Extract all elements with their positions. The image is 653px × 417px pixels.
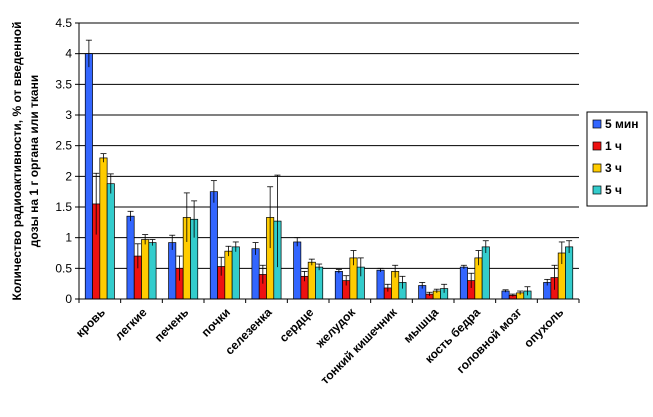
- y-tick-label: 0.5: [55, 261, 72, 275]
- bar: [168, 242, 177, 300]
- bar: [231, 246, 240, 300]
- bar: [84, 53, 93, 300]
- bar: [376, 269, 385, 300]
- legend-swatch: [592, 163, 602, 173]
- y-tick-label: 1: [65, 231, 72, 245]
- bar: [148, 242, 157, 300]
- y-axis-label-line-2: дозы на 1 г органа или ткани: [27, 75, 41, 247]
- gridlines: [79, 22, 579, 269]
- legend: 5 мин 1 ч 3 ч 5 ч: [586, 111, 648, 207]
- y-tick-label: 3.5: [55, 77, 72, 91]
- bar: [99, 157, 108, 300]
- y-tick-labels: 0 0.5 1 1.5 2 2.5 3 3.5 4 4.5: [55, 16, 79, 306]
- x-tick-label: сердце: [277, 305, 317, 345]
- y-tick-label: 1.5: [55, 200, 72, 214]
- bar: [307, 261, 316, 300]
- legend-label: 5 ч: [605, 183, 622, 197]
- x-tick-label: почки: [199, 305, 233, 339]
- bar: [209, 191, 218, 300]
- y-tick-label: 2.5: [55, 139, 72, 153]
- bar: [565, 246, 574, 300]
- x-tick-label: опухоль: [521, 305, 566, 350]
- legend-swatch: [592, 119, 602, 129]
- bar: [126, 215, 135, 300]
- x-tick-label: печень: [152, 305, 192, 345]
- legend-label: 3 ч: [605, 161, 622, 175]
- y-tick-label: 4.5: [55, 16, 72, 30]
- bar: [459, 266, 468, 300]
- y-axis-label-line-1: Количество радиоактивности, % от введенн…: [10, 22, 24, 301]
- y-tick-label: 3: [65, 108, 72, 122]
- error-bars: [85, 39, 573, 297]
- bar: [293, 241, 302, 300]
- x-tick-label: легкие: [112, 305, 150, 343]
- bar: [106, 183, 115, 300]
- y-tick-label: 4: [65, 47, 72, 61]
- y-tick-label: 2: [65, 169, 72, 183]
- legend-label: 1 ч: [605, 139, 622, 153]
- x-tick-label: кровь: [73, 305, 108, 340]
- x-tick-label: мышца: [401, 305, 442, 346]
- y-axis-label: Количество радиоактивности, % от введенн…: [10, 22, 41, 301]
- bar: [334, 271, 343, 300]
- x-tick-label: тонкий кишечник: [318, 305, 401, 388]
- bar: [251, 248, 260, 300]
- bar: [224, 250, 233, 300]
- bar: [481, 246, 490, 300]
- bar: [141, 239, 150, 300]
- legend-label: 5 мин: [605, 117, 639, 131]
- legend-swatch: [592, 141, 602, 151]
- legend-swatch: [592, 185, 602, 195]
- bar: [315, 266, 324, 300]
- y-tick-label: 0: [65, 292, 72, 306]
